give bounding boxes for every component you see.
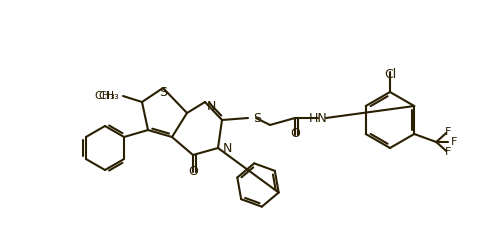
Text: F: F: [451, 137, 457, 147]
Text: F: F: [445, 147, 451, 157]
Text: N: N: [223, 142, 233, 155]
Text: N: N: [207, 100, 216, 113]
Text: S: S: [253, 111, 261, 124]
Text: S: S: [159, 86, 167, 99]
Text: CH₃: CH₃: [98, 91, 119, 101]
Text: HN: HN: [309, 111, 328, 124]
Text: O: O: [188, 165, 198, 178]
Text: O: O: [290, 127, 300, 140]
Text: F: F: [445, 127, 451, 137]
Text: Cl: Cl: [384, 68, 396, 81]
Text: CH₃: CH₃: [94, 91, 115, 101]
